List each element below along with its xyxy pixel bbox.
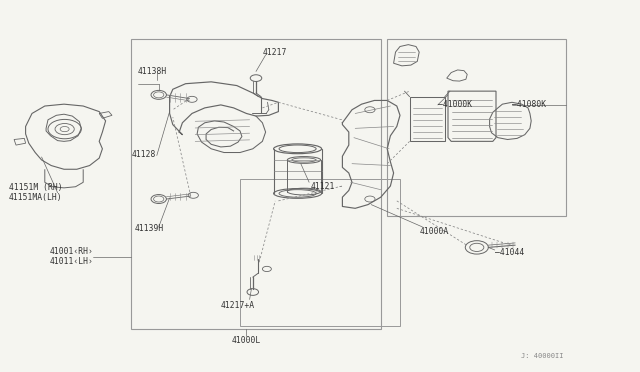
- Text: 41121: 41121: [310, 182, 335, 191]
- Text: 41151MA(LH): 41151MA(LH): [9, 193, 63, 202]
- Text: 41001‹RH›: 41001‹RH›: [50, 247, 94, 256]
- Text: 41139H: 41139H: [134, 224, 164, 233]
- Text: 41217: 41217: [262, 48, 287, 57]
- Bar: [387, 39, 566, 216]
- Text: 41128: 41128: [131, 150, 156, 159]
- Text: —41080K: —41080K: [512, 100, 546, 109]
- Text: 41000L: 41000L: [232, 336, 261, 345]
- Text: —41000K: —41000K: [438, 100, 472, 109]
- Text: J: 40000II: J: 40000II: [521, 353, 563, 359]
- Bar: [131, 39, 381, 329]
- Bar: [240, 179, 400, 326]
- Text: 41151M (RH): 41151M (RH): [9, 183, 63, 192]
- Text: 41000A: 41000A: [419, 227, 449, 236]
- Text: 41217+A: 41217+A: [221, 301, 255, 310]
- Text: 41011‹LH›: 41011‹LH›: [50, 257, 94, 266]
- Text: 41138H: 41138H: [138, 67, 167, 76]
- Bar: [410, 97, 445, 141]
- Text: —41044: —41044: [495, 248, 524, 257]
